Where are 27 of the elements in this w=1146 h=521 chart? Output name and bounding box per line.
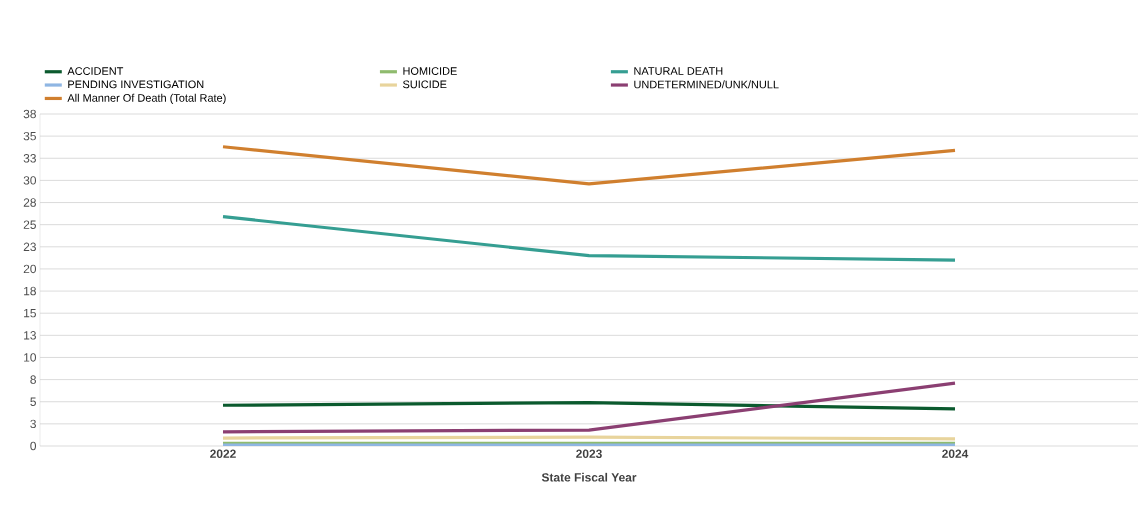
- y-tick-label: 13: [24, 331, 36, 340]
- y-tick-label: 35: [23, 131, 36, 141]
- y-tick-label: 0: [30, 441, 37, 451]
- legend-label: All Manner Of Death (Total Rate): [67, 93, 226, 104]
- x-tick-label: 2023: [576, 449, 602, 459]
- legend-label: ACCIDENT: [67, 67, 124, 75]
- y-tick-label: 10: [24, 353, 37, 362]
- y-tick-label: 30: [23, 176, 37, 185]
- legend-label: HOMICIDE: [403, 67, 457, 75]
- legend-label: NATURAL DEATH: [634, 67, 723, 75]
- y-tick-label: 38: [23, 109, 36, 119]
- y-tick-label: 18: [24, 286, 36, 296]
- y-tick-label: 8: [30, 375, 36, 384]
- legend-label: SUICIDE: [403, 80, 447, 89]
- y-tick-label: 3: [30, 419, 36, 429]
- y-tick-label: 28: [23, 198, 36, 207]
- x-tick-label: 2022: [210, 449, 236, 458]
- x-axis-title: State Fiscal Year: [541, 472, 637, 482]
- x-tick-label: 2024: [942, 449, 969, 458]
- y-tick-label: 23: [23, 242, 36, 252]
- y-tick-label: 15: [24, 309, 36, 318]
- y-tick-label: 25: [23, 220, 36, 229]
- y-tick-label: 20: [23, 264, 37, 274]
- legend-label: UNDETERMINED/UNK/NULL: [634, 80, 779, 89]
- y-tick-label: 33: [23, 154, 36, 163]
- y-tick-label: 5: [30, 397, 36, 406]
- legend-label: PENDING INVESTIGATION: [68, 80, 204, 89]
